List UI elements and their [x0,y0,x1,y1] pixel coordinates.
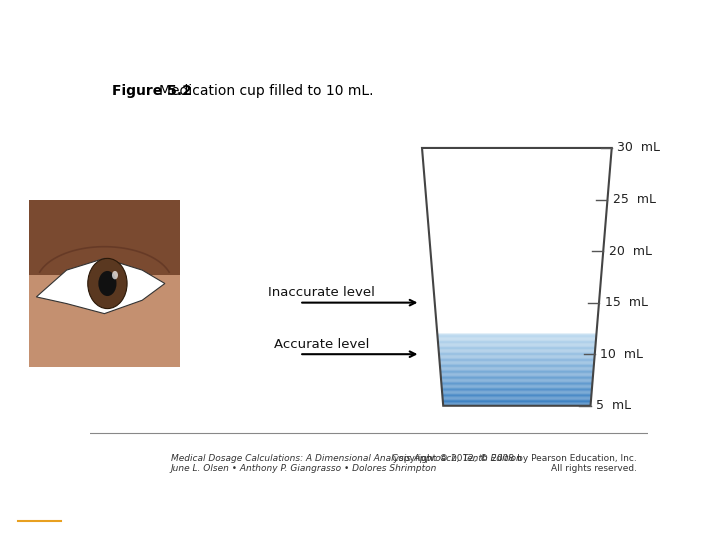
Polygon shape [439,360,594,361]
Polygon shape [36,258,165,314]
Polygon shape [439,361,594,362]
Polygon shape [441,386,593,387]
Polygon shape [441,379,593,381]
Polygon shape [441,374,593,376]
Polygon shape [438,339,596,340]
Polygon shape [440,370,593,371]
Text: 30  mL: 30 mL [617,141,660,154]
Polygon shape [440,363,594,365]
Text: 5  mL: 5 mL [596,399,631,412]
Polygon shape [438,340,596,341]
Polygon shape [439,357,595,359]
Bar [29,275,180,367]
Polygon shape [438,349,595,350]
Text: Medical Dosage Calculations: A Dimensional Analysis Approach, Tenth Edition
June: Medical Dosage Calculations: A Dimension… [171,454,522,473]
Polygon shape [443,403,590,404]
Polygon shape [438,342,595,343]
Polygon shape [441,372,593,373]
Polygon shape [437,335,596,336]
Polygon shape [440,367,594,368]
Polygon shape [440,365,594,366]
Polygon shape [439,354,595,355]
Polygon shape [439,359,595,360]
Polygon shape [440,362,594,363]
Polygon shape [441,377,593,378]
Text: Inaccurate level: Inaccurate level [268,286,375,299]
Polygon shape [443,401,591,402]
Polygon shape [441,376,593,377]
Polygon shape [442,393,592,394]
Ellipse shape [88,258,127,308]
Polygon shape [438,343,595,345]
Polygon shape [439,353,595,354]
Text: PEARSON: PEARSON [18,503,60,511]
Polygon shape [438,352,595,353]
Polygon shape [441,383,593,384]
Text: 20  mL: 20 mL [609,245,652,258]
Polygon shape [442,388,592,389]
Polygon shape [438,348,595,349]
Text: Copyright © 2012, © 2008 by Pearson Education, Inc.
All rights reserved.: Copyright © 2012, © 2008 by Pearson Educ… [392,454,637,473]
Polygon shape [438,350,595,352]
Polygon shape [437,334,596,335]
Polygon shape [441,378,593,379]
Polygon shape [442,396,591,397]
Ellipse shape [99,271,117,296]
Polygon shape [441,371,593,372]
Text: Medication cup filled to 10 mL.: Medication cup filled to 10 mL. [158,84,373,98]
Text: 25  mL: 25 mL [613,193,656,206]
Polygon shape [438,341,596,342]
Bar [29,200,180,275]
Polygon shape [438,336,596,337]
Polygon shape [438,345,595,346]
Polygon shape [440,368,593,370]
Polygon shape [443,400,591,401]
Polygon shape [442,390,592,392]
Polygon shape [441,384,593,386]
Polygon shape [443,402,591,403]
Polygon shape [442,395,591,396]
Polygon shape [442,392,592,393]
Polygon shape [438,337,596,339]
Polygon shape [440,366,594,367]
Polygon shape [441,382,593,383]
Polygon shape [438,346,595,347]
Polygon shape [438,347,595,348]
Polygon shape [439,356,595,357]
Polygon shape [443,404,590,406]
Ellipse shape [112,271,118,279]
Polygon shape [443,397,591,399]
Polygon shape [441,387,592,388]
Polygon shape [442,394,592,395]
Text: Accurate level: Accurate level [274,338,369,351]
Polygon shape [442,389,592,390]
Polygon shape [441,373,593,374]
Polygon shape [443,399,591,400]
Text: 10  mL: 10 mL [600,348,644,361]
Polygon shape [441,381,593,382]
Text: 15  mL: 15 mL [605,296,647,309]
Text: Figure 5.2: Figure 5.2 [112,84,192,98]
Polygon shape [439,355,595,356]
